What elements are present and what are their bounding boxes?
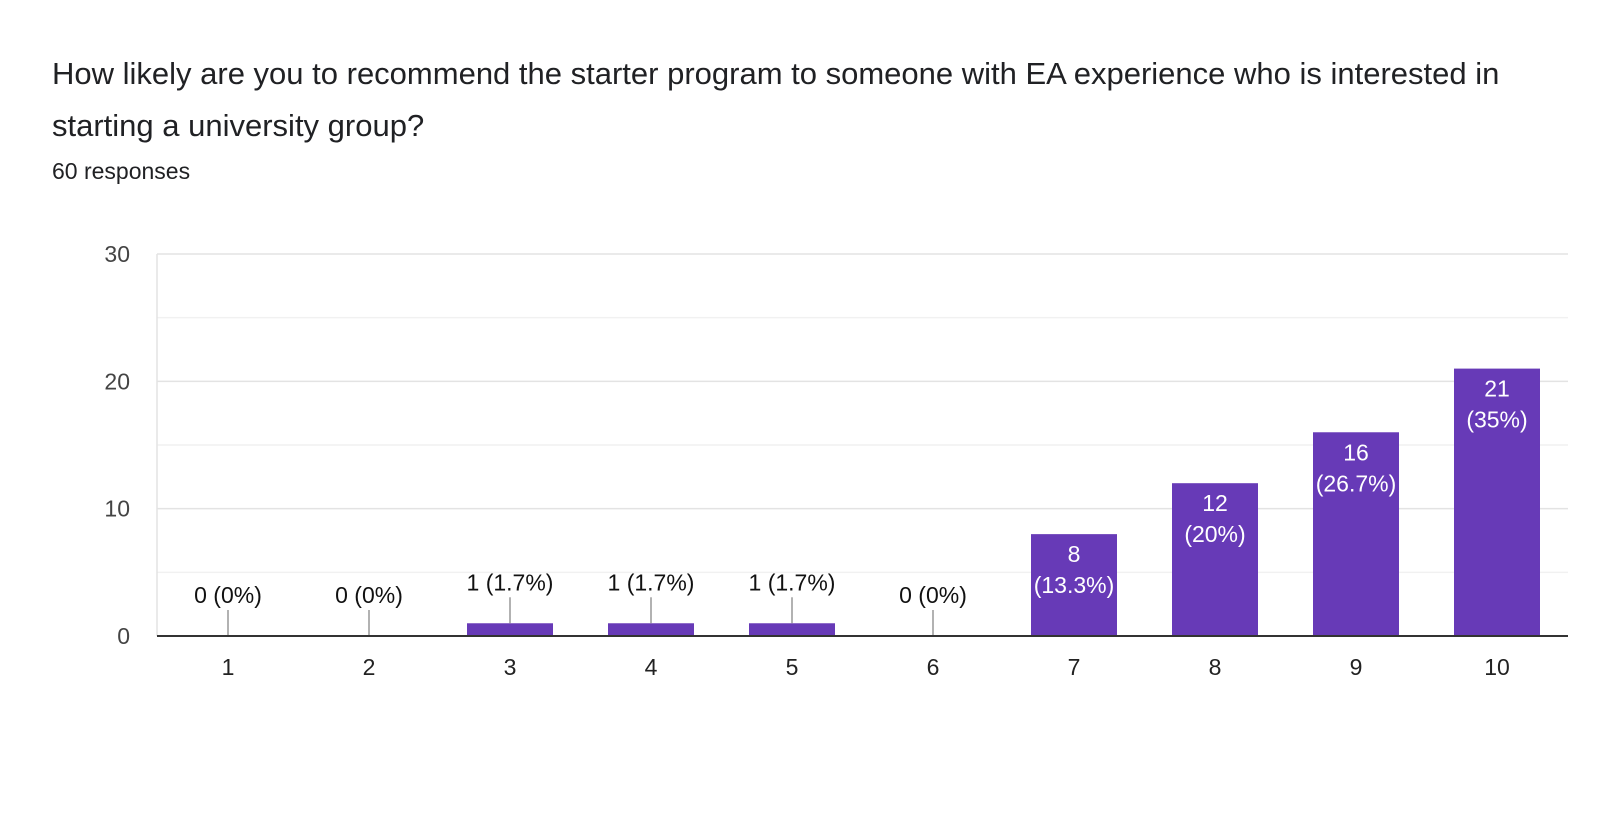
bar-5 <box>749 623 835 636</box>
data-label: 8 (13.3%) <box>1034 541 1115 598</box>
y-tick-label: 20 <box>104 368 130 394</box>
data-label: 12 (20%) <box>1184 490 1245 547</box>
data-label: 0 (0%) <box>335 582 403 608</box>
data-label: 0 (0%) <box>899 582 967 608</box>
x-tick-label: 6 <box>927 654 940 680</box>
response-count: 60 responses <box>52 158 191 184</box>
data-label: 1 (1.7%) <box>749 569 836 595</box>
y-tick-label: 0 <box>117 623 130 649</box>
data-label: 0 (0%) <box>194 582 262 608</box>
x-tick-label: 5 <box>786 654 799 680</box>
bar-7 <box>1031 534 1117 636</box>
data-label: 16 (26.7%) <box>1316 439 1397 496</box>
x-tick-label: 10 <box>1484 654 1510 680</box>
data-label: 1 (1.7%) <box>467 569 554 595</box>
y-tick-label: 10 <box>104 496 130 522</box>
bar-8 <box>1172 483 1258 636</box>
bar-10 <box>1454 368 1540 636</box>
bar-4 <box>608 623 694 636</box>
bar-9 <box>1313 432 1399 636</box>
y-tick-label: 30 <box>104 241 130 267</box>
data-label: 21 (35%) <box>1466 376 1527 433</box>
question-title: How likely are you to recommend the star… <box>52 56 1500 143</box>
x-tick-label: 3 <box>504 654 517 680</box>
x-tick-label: 1 <box>222 654 235 680</box>
bar-3 <box>467 623 553 636</box>
x-tick-label: 2 <box>363 654 376 680</box>
x-tick-label: 4 <box>645 654 658 680</box>
x-tick-label: 7 <box>1068 654 1081 680</box>
data-label: 1 (1.7%) <box>608 569 695 595</box>
x-tick-label: 8 <box>1209 654 1222 680</box>
x-tick-label: 9 <box>1350 654 1363 680</box>
